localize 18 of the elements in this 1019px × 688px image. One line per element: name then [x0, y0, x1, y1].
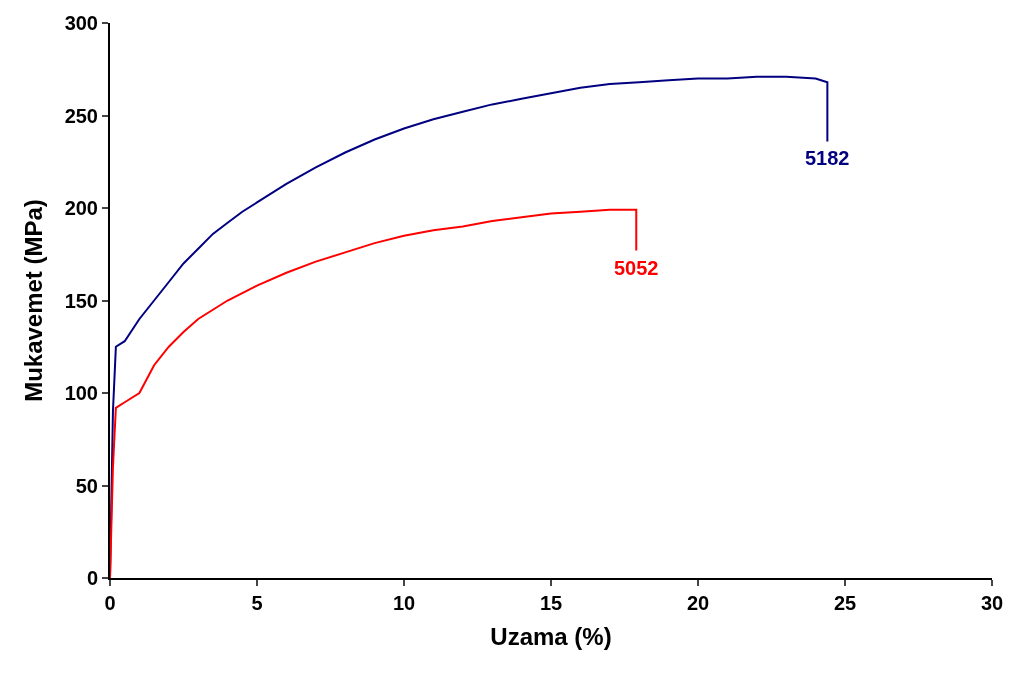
x-tick-label: 5 [251, 592, 263, 614]
x-axis-title: Uzama (%) [490, 622, 612, 650]
y-tick-label: 300 [64, 12, 98, 34]
series-label: 5182 [805, 147, 850, 169]
series-label: 5052 [614, 257, 659, 279]
y-tick-label: 150 [64, 289, 98, 312]
y-tick-label: 200 [64, 197, 98, 219]
y-axis-title: Mukavemet (MPa) [20, 199, 48, 402]
y-tick-label: 100 [64, 382, 98, 404]
y-tick-label: 50 [75, 474, 98, 497]
y-tick-label: 250 [64, 104, 98, 127]
x-tick-label: 15 [539, 592, 563, 614]
x-tick-label: 30 [980, 592, 1004, 614]
x-tick-label: 20 [686, 592, 710, 614]
x-tick-label: 0 [104, 592, 116, 614]
x-tick-label: 10 [392, 592, 416, 614]
y-tick-label: 0 [86, 567, 98, 589]
x-tick-label: 25 [833, 592, 857, 614]
